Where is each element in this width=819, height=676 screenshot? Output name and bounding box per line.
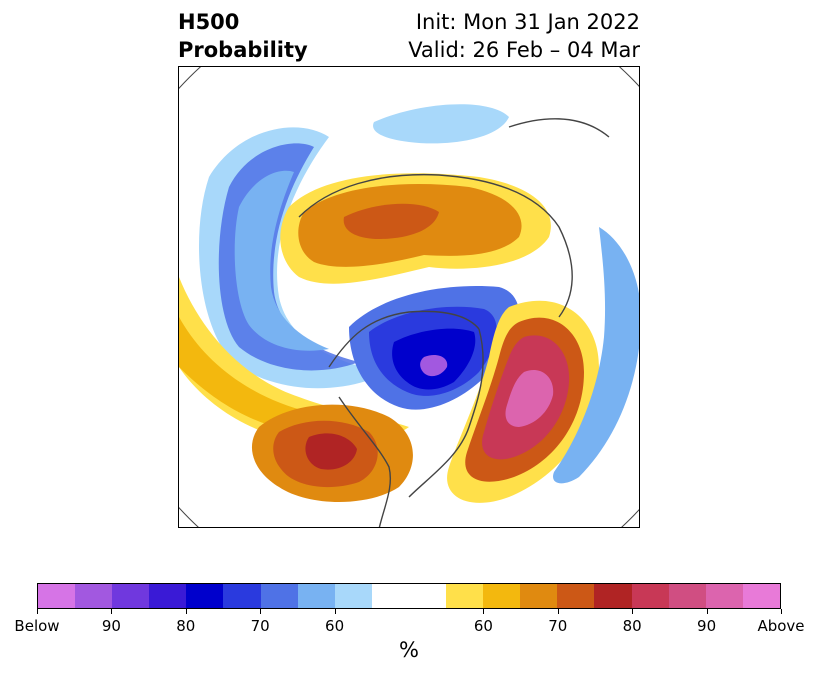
- init-date: Init: Mon 31 Jan 2022: [415, 10, 640, 34]
- colorbar-segment: [223, 584, 261, 608]
- above-normal-pacific-inner: [179, 317, 389, 436]
- above-normal-atlantic-core: [505, 369, 554, 427]
- colorbar-segment: [446, 584, 484, 608]
- colorbar-tick-label: Below: [14, 617, 60, 635]
- colorbar-tick-label: 80: [622, 617, 642, 635]
- colorbar-tick-label: Above: [757, 617, 805, 635]
- colorbar-segment: [186, 584, 224, 608]
- probability-map: [178, 66, 640, 528]
- title-product: Probability: [178, 38, 308, 62]
- colorbar-tick-mark: [781, 609, 782, 614]
- colorbar-unit-label: %: [399, 638, 419, 662]
- colorbar-segment: [112, 584, 150, 608]
- colorbar-segment: [483, 584, 521, 608]
- valid-date: Valid: 26 Feb – 04 Mar: [408, 38, 640, 62]
- colorbar-segment: [75, 584, 113, 608]
- colorbar-segment: [408, 584, 447, 608]
- above-normal-southwest-us-core: [305, 433, 357, 470]
- colorbar-segment: [520, 584, 558, 608]
- colorbar-segment: [38, 584, 76, 608]
- colorbar-tick-label: 70: [250, 617, 270, 635]
- colorbar-tick-mark: [557, 609, 559, 614]
- colorbar-segment: [334, 584, 372, 608]
- colorbar-segment: [594, 584, 632, 608]
- chart-title: H500 Probability: [178, 8, 308, 64]
- colorbar-tick-label: 70: [548, 617, 568, 635]
- colorbar-segment: [149, 584, 187, 608]
- colorbar: [37, 583, 781, 609]
- colorbar-tick-label: 90: [697, 617, 717, 635]
- colorbar-tick-label: 60: [473, 617, 493, 635]
- colorbar-tick-mark: [37, 609, 38, 614]
- colorbar-tick-mark: [706, 609, 708, 614]
- below-normal-canada-center: [420, 355, 448, 377]
- colorbar-segment: [260, 584, 298, 608]
- colorbar-tick-mark: [111, 609, 113, 614]
- below-normal-arctic-russia: [373, 104, 509, 144]
- colorbar-segment: [668, 584, 706, 608]
- colorbar-tick-mark: [334, 609, 336, 614]
- colorbar-tick-mark: [185, 609, 187, 614]
- map-canvas: [179, 67, 639, 527]
- below-normal-north-atlantic-strip: [553, 227, 639, 484]
- colorbar-segment: [557, 584, 595, 608]
- coastline-eurasia: [298, 118, 610, 318]
- colorbar-segment: [297, 584, 335, 608]
- date-info: Init: Mon 31 Jan 2022 Valid: 26 Feb – 04…: [408, 8, 640, 64]
- colorbar-segment: [705, 584, 743, 608]
- title-variable: H500: [178, 10, 240, 34]
- colorbar-tick-mark: [632, 609, 634, 614]
- colorbar-segment: [742, 584, 780, 608]
- colorbar-tick-label: 80: [176, 617, 196, 635]
- colorbar-tick-mark: [260, 609, 262, 614]
- colorbar-tick-label: 90: [101, 617, 121, 635]
- colorbar-tick-label: 60: [325, 617, 345, 635]
- coastline-north-america: [328, 310, 484, 527]
- colorbar-segment: [371, 584, 409, 608]
- colorbar-segment: [631, 584, 669, 608]
- above-normal-siberia-core: [343, 203, 439, 239]
- colorbar-tick-mark: [483, 609, 485, 614]
- below-normal-pacific-mid: [234, 170, 329, 351]
